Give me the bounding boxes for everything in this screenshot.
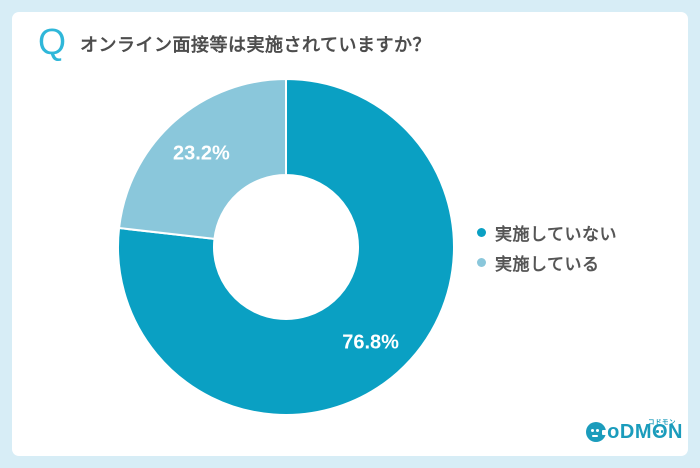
logo-o-face: O [652,422,668,442]
logo-o-eye-icon [656,430,659,433]
donut-chart: 76.8% 23.2% [117,77,455,416]
legend-label-implemented: 実施している [495,254,600,274]
logo-text: oDMON [607,422,683,442]
logo-c-face-icon [586,422,608,442]
logo-text-odm: oDM [607,421,652,443]
header: Q オンライン面接等は実施されていますか？ [38,22,431,60]
card: Q オンライン面接等は実施されていますか？ 76.8% 23.2% 実施していない… [12,12,688,456]
logo-c-eye-icon [591,429,595,432]
slice-label-1: 23.2% [173,142,230,164]
logo-c-notch-icon [602,430,608,435]
donut-chart-container: 76.8% 23.2% [116,77,456,417]
logo-text-n: N [668,421,683,443]
question-q-icon: Q [38,21,67,62]
legend-label-not-implemented: 実施していない [495,224,617,244]
donut-slice-1 [117,77,287,240]
logo-katakana-text: コドモン [648,419,676,426]
logo-o-eye-icon [660,430,664,433]
logo-c-eye-icon [596,429,600,432]
legend-item-implemented: 実施している [477,247,617,277]
logo-text-o: O [652,421,668,443]
legend-dot-not-implemented-icon [477,227,486,237]
slice-label-0: 76.8% [342,332,399,354]
legend-dot-implemented-icon [477,257,486,267]
page-title: オンライン面接等は実施されていますか？ [80,35,431,55]
legend-item-not-implemented: 実施していない [477,217,617,247]
legend: 実施していない 実施している [477,217,617,277]
logo-c-mouth-icon [592,434,599,437]
donut-slice-0 [117,77,455,416]
codmon-logo: コドモン oDMON [586,419,683,442]
